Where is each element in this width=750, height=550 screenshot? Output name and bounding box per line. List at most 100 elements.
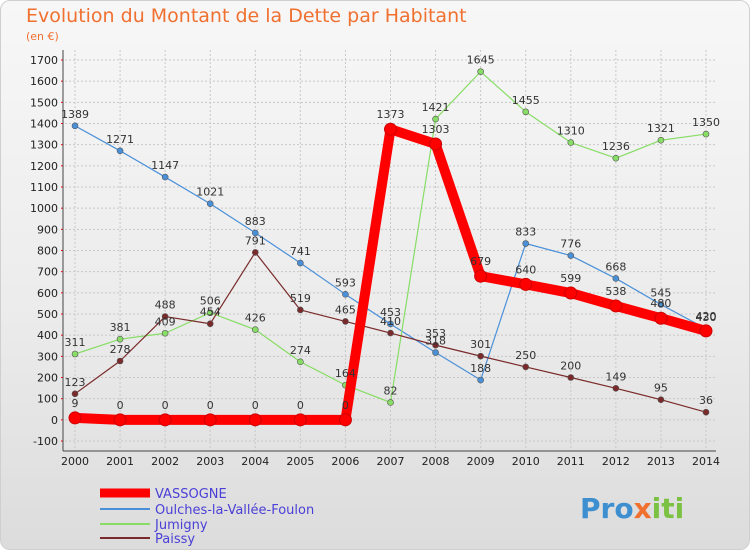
data-label: 278 (110, 343, 131, 356)
data-label: 1271 (106, 133, 134, 146)
data-point (564, 286, 578, 300)
data-label: 480 (650, 297, 671, 310)
data-label: 833 (515, 226, 536, 239)
data-point (206, 309, 214, 317)
legend-label: Oulches-la-Vallée-Foulon (155, 503, 314, 518)
data-label: 274 (290, 344, 311, 357)
data-label: 791 (245, 234, 266, 247)
data-label: 519 (290, 292, 311, 305)
y-tick-label: 1600 (30, 75, 58, 88)
y-tick-label: -100 (33, 435, 58, 448)
data-label: 679 (470, 255, 491, 268)
data-point (158, 413, 172, 427)
data-point (522, 363, 530, 371)
data-point (342, 291, 349, 298)
data-label: 1455 (512, 94, 540, 107)
data-point (519, 277, 533, 291)
data-point (342, 318, 349, 325)
logo-part-1: Pro (580, 492, 634, 525)
data-point (206, 320, 214, 328)
y-tick-label: 100 (37, 393, 58, 406)
data-point (657, 301, 665, 308)
y-tick-label: 1300 (30, 139, 58, 152)
data-label: 741 (290, 245, 311, 258)
data-label: 1147 (151, 159, 179, 172)
data-label: 426 (245, 312, 266, 325)
data-label: 668 (605, 260, 626, 273)
data-point (477, 352, 484, 360)
data-label: 250 (515, 349, 536, 362)
series-layer (68, 68, 713, 427)
data-label: 0 (207, 399, 214, 412)
data-point (474, 269, 488, 283)
data-point (71, 122, 79, 130)
y-tick-label: 1500 (30, 96, 58, 109)
data-point (293, 413, 307, 427)
data-label: 538 (605, 285, 626, 298)
x-tick-label: 2012 (602, 455, 630, 468)
data-point (429, 137, 443, 151)
x-axis: 2000 2001 2002 2003 2004 2005 2006 2007 2008 2009… (61, 50, 720, 468)
data-label: 318 (425, 335, 446, 348)
chart-subtitle: (en €) (26, 30, 59, 43)
data-point (251, 229, 259, 237)
data-label: 1321 (647, 122, 675, 135)
data-point (161, 313, 169, 320)
x-tick-label: 2005 (286, 455, 314, 468)
data-label: 0 (162, 399, 169, 412)
y-tick-label: 1700 (30, 54, 58, 67)
data-point (522, 108, 530, 116)
data-point (387, 399, 394, 406)
data-label: 1350 (692, 116, 720, 129)
x-tick-label: 2011 (557, 455, 585, 468)
proxiti-logo: Proxiti (580, 492, 684, 525)
x-tick-label: 2007 (377, 455, 405, 468)
y-tick-label: 1400 (30, 118, 58, 131)
data-point (432, 115, 439, 123)
data-point (116, 357, 124, 365)
y-tick-label: 1200 (30, 160, 58, 173)
y-tick-label: 400 (37, 329, 58, 342)
data-label: 0 (252, 399, 259, 412)
y-tick-label: 1100 (30, 181, 58, 194)
logo-part-2: x (634, 492, 652, 525)
data-label: 453 (380, 306, 401, 319)
data-label: 1303 (422, 123, 450, 136)
data-label: 0 (342, 399, 349, 412)
data-label: 409 (155, 315, 176, 328)
x-tick-label: 2001 (106, 455, 134, 468)
legend-label: VASSOGNE (155, 487, 227, 502)
data-labels: 1389 1271 1147 1021 883 741 593 453 318 188 833 776… (61, 54, 720, 412)
x-tick-label: 2013 (647, 455, 675, 468)
data-label: 883 (245, 215, 266, 228)
data-label: 36 (699, 394, 713, 407)
x-tick-label: 2003 (196, 455, 224, 468)
data-label: 123 (65, 376, 86, 389)
data-point (297, 358, 304, 366)
data-label: 506 (200, 295, 221, 308)
y-tick-label: 500 (37, 308, 58, 321)
data-label: 164 (335, 367, 356, 380)
series-line-jumigny (74, 71, 707, 404)
data-point (477, 68, 484, 75)
data-label: 1421 (422, 101, 450, 114)
data-label: 149 (605, 370, 626, 383)
data-label: 9 (72, 397, 79, 410)
data-point (657, 136, 665, 144)
data-label: 82 (384, 384, 398, 397)
data-label: 1236 (602, 140, 630, 153)
data-label: 311 (65, 336, 86, 349)
data-label: 1021 (196, 186, 224, 199)
data-label: 465 (335, 303, 356, 316)
data-point (702, 130, 710, 138)
data-point (432, 341, 439, 349)
data-point (567, 374, 575, 381)
x-tick-label: 2000 (61, 455, 89, 468)
x-tick-label: 2004 (241, 455, 269, 468)
data-label: 545 (650, 286, 671, 299)
y-tick-label: 800 (37, 245, 58, 258)
y-tick-label: 0 (51, 414, 58, 427)
data-point (612, 154, 620, 162)
y-tick-label: 300 (37, 350, 58, 363)
